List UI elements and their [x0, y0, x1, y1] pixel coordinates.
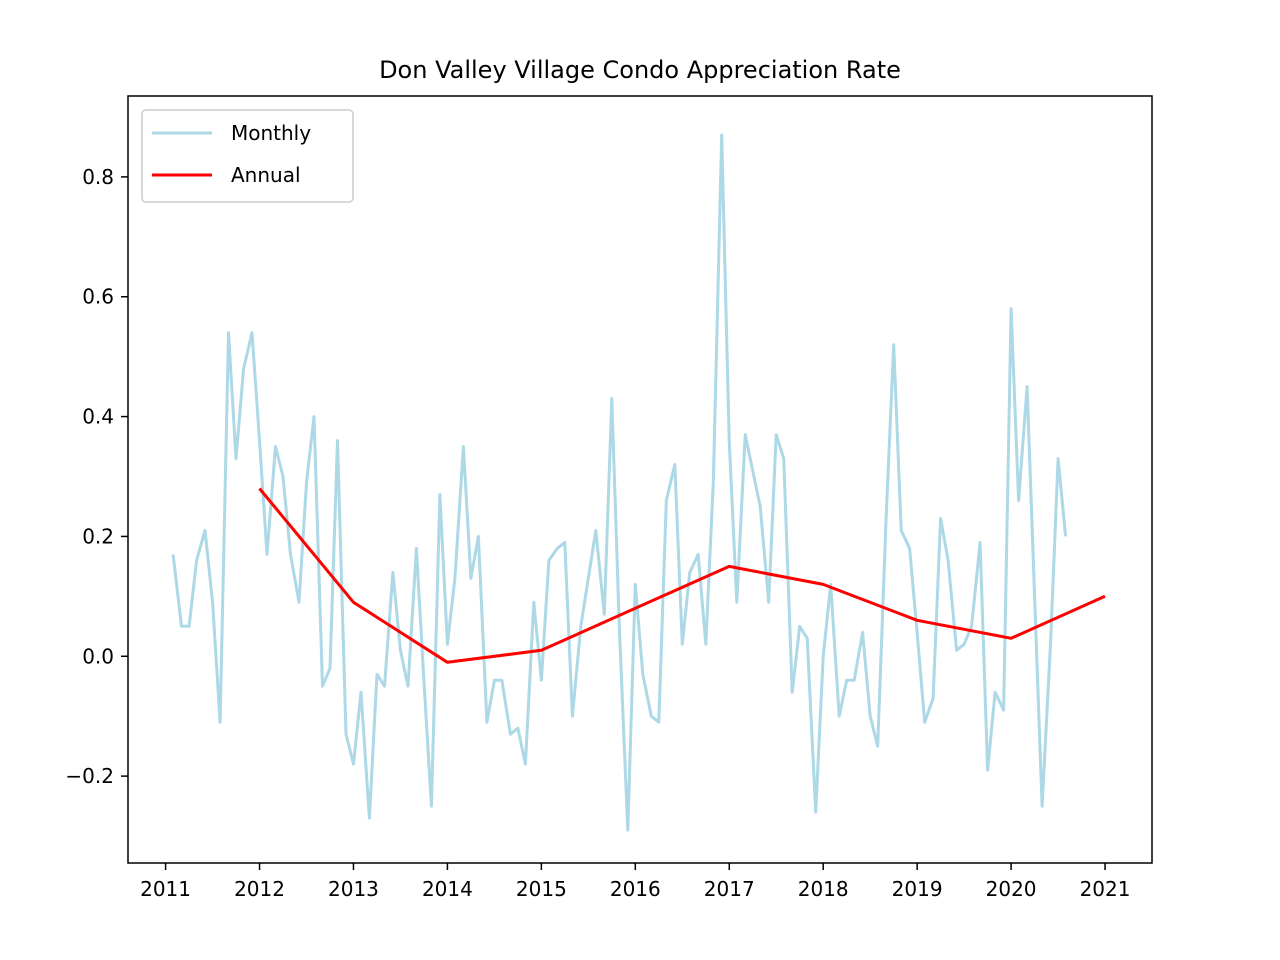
plot-frame — [127, 95, 1153, 864]
x-tick-label: 2021 — [1080, 877, 1131, 901]
y-tick-label: 0.8 — [82, 165, 114, 189]
series-line-annual — [258, 487, 1106, 664]
x-tick-label: 2016 — [610, 877, 661, 901]
y-tick-label: −0.2 — [65, 764, 114, 788]
x-axis: 2011 2012 2013 2014 2015 2016 2017 2018 2019 2020… — [140, 863, 1130, 901]
y-tick-label: 0.2 — [82, 524, 114, 548]
x-tick-label: 2014 — [422, 877, 473, 901]
x-tick-label: 2020 — [986, 877, 1037, 901]
legend-label-monthly: Monthly — [231, 121, 311, 145]
x-tick-label: 2019 — [892, 877, 943, 901]
chart-title: Don Valley Village Condo Appreciation Ra… — [379, 56, 901, 84]
y-tick-label: 0.4 — [82, 405, 114, 429]
x-tick-label: 2018 — [798, 877, 849, 901]
legend-label-annual: Annual — [231, 163, 301, 187]
x-tick-label: 2013 — [328, 877, 379, 901]
x-tick-label: 2017 — [704, 877, 755, 901]
y-axis: −0.2 0.0 0.2 0.4 0.6 0.8 — [65, 165, 128, 788]
legend: Monthly Annual — [141, 109, 354, 203]
x-tick-label: 2011 — [140, 877, 191, 901]
x-tick-label: 2015 — [516, 877, 567, 901]
series-layer — [171, 133, 1106, 832]
x-tick-label: 2012 — [234, 877, 285, 901]
y-tick-label: 0.6 — [82, 285, 114, 309]
series-line-monthly — [171, 133, 1068, 832]
y-tick-label: 0.0 — [82, 644, 114, 668]
